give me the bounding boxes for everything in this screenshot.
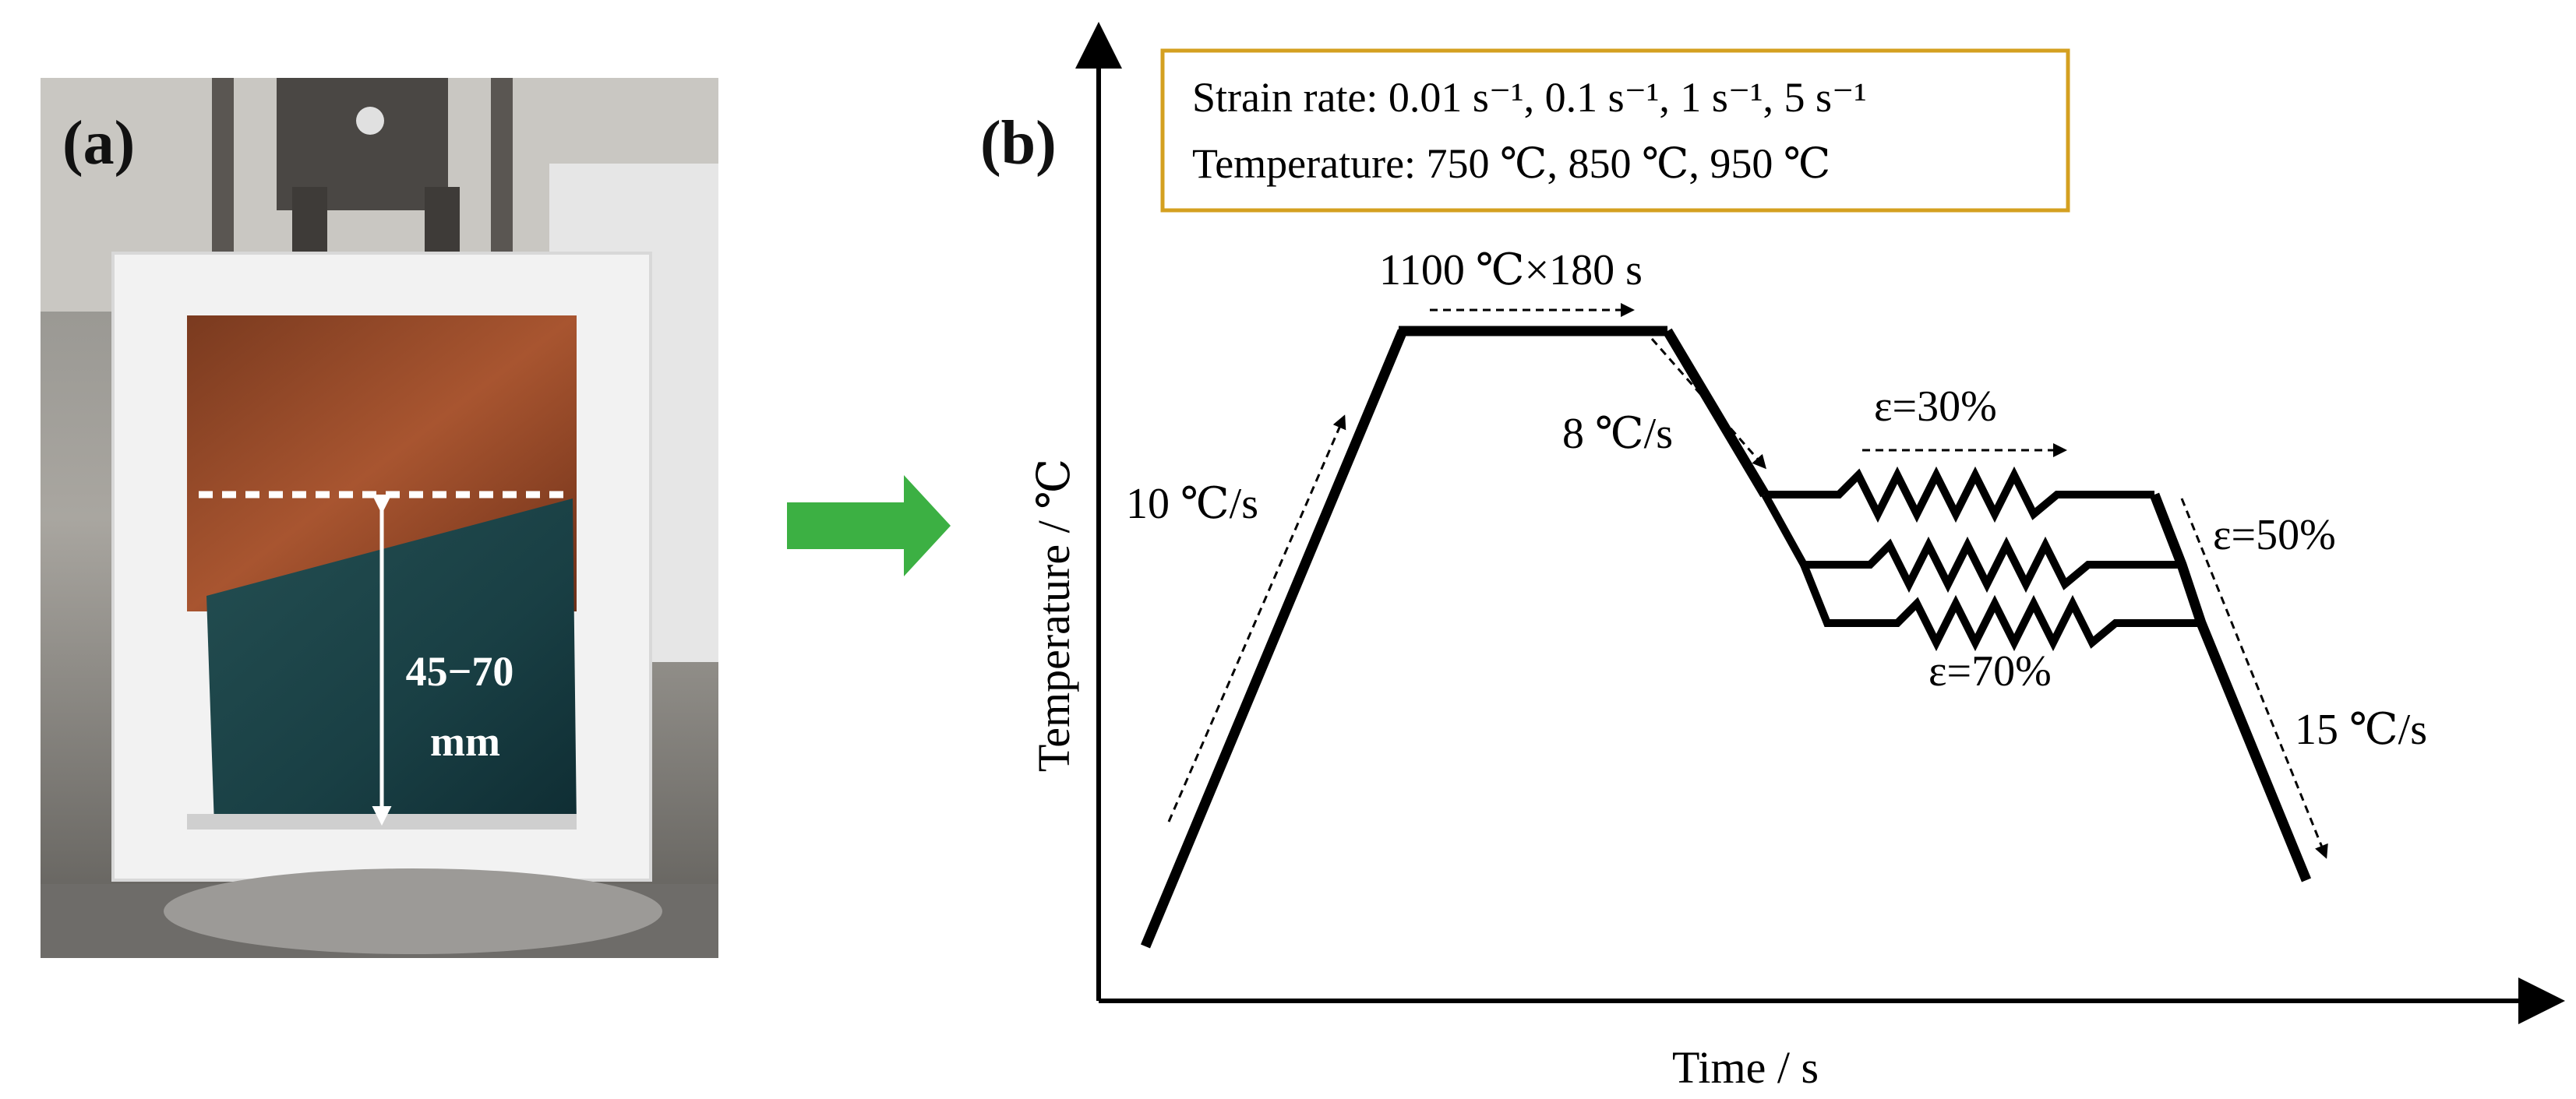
cooling-rate-2-arrow xyxy=(2180,498,2328,859)
deformation-path-70 xyxy=(1800,563,2201,652)
deformation-path-30 xyxy=(1765,466,2154,523)
info-strain-rate: Strain rate: 0.01 s⁻¹, 0.1 s⁻¹, 1 s⁻¹, 5… xyxy=(1192,74,1867,121)
strain-70-label: ε=70% xyxy=(1928,647,2052,696)
cooling-rate-1-arrow xyxy=(1650,338,1766,470)
deformation-path-50 xyxy=(1761,492,2182,594)
heating-rate-label: 10 ℃/s xyxy=(1126,480,1258,528)
info-temperature: Temperature: 750 ℃, 850 ℃, 950 ℃ xyxy=(1192,140,1830,187)
panel-b-diagram: (b) Temperature / ℃ Time / s Strain rate… xyxy=(980,22,2565,1093)
measurement-unit: mm xyxy=(430,718,500,765)
strain-50-label: ε=50% xyxy=(2213,511,2336,559)
hold-label: 1100 ℃×180 s xyxy=(1379,246,1643,294)
cooling-rate-2-label: 15 ℃/s xyxy=(2295,706,2427,754)
info-box xyxy=(1160,48,2070,213)
cooling-segment-2 xyxy=(2149,492,2312,882)
panel-a-label: (a) xyxy=(62,109,135,178)
machine-cylinder xyxy=(164,868,662,954)
clamp-hole xyxy=(356,107,384,135)
specimen xyxy=(206,498,577,826)
heating-segment xyxy=(1141,329,1407,949)
strain-30-label: ε=30% xyxy=(1874,382,1997,431)
heating-rate-arrow xyxy=(1167,414,1346,822)
panel-a-photo: 45−70 mm (a) xyxy=(41,78,718,958)
transition-arrow xyxy=(787,475,951,576)
measurement-value: 45−70 xyxy=(406,648,514,695)
cooling-rate-1-label: 8 ℃/s xyxy=(1562,410,1673,458)
x-axis-label: Time / s xyxy=(1672,1042,1819,1093)
panel-b-label: (b) xyxy=(980,109,1057,178)
y-axis-label: Temperature / ℃ xyxy=(1029,459,1079,772)
